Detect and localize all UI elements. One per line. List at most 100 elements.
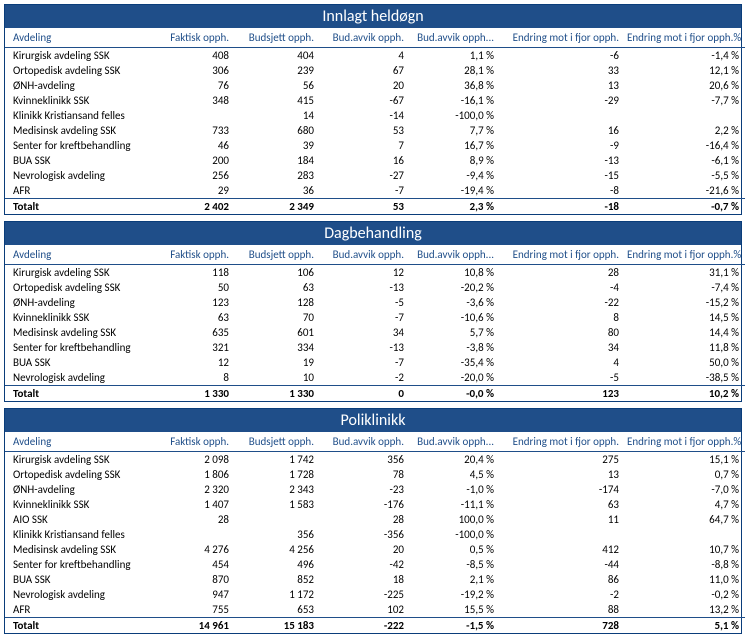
cell-value: 13,2 % bbox=[625, 602, 745, 618]
cell-value: -3,8 % bbox=[410, 340, 500, 355]
cell-value: 39 bbox=[235, 138, 320, 153]
total-value: 728 bbox=[500, 618, 625, 634]
row-label: Kvinneklinikk SSK bbox=[5, 310, 155, 325]
column-header: Faktisk opph. bbox=[155, 432, 235, 452]
cell-value: 7 bbox=[320, 138, 410, 153]
cell-value: -16,4 % bbox=[625, 138, 745, 153]
column-header: Bud.avvik opph. bbox=[320, 432, 410, 452]
total-value: 1 330 bbox=[235, 386, 320, 402]
cell-value: -67 bbox=[320, 93, 410, 108]
cell-value: 5,7 % bbox=[410, 325, 500, 340]
column-header: Endring mot i fjor opph.% bbox=[625, 245, 745, 265]
column-header: Endring mot i fjor opph.% bbox=[625, 432, 745, 452]
table-row: Kvinneklinikk SSK348415-67-16,1 %-29-7,7… bbox=[5, 93, 745, 108]
column-header: Bud.avvik opph... bbox=[410, 28, 500, 48]
row-label: Nevrologisk avdeling bbox=[5, 587, 155, 602]
cell-value: 4 bbox=[320, 48, 410, 64]
table-row: Ortopedisk avdeling SSK5063-13-20,2 %-4-… bbox=[5, 280, 745, 295]
row-label: Nevrologisk avdeling bbox=[5, 168, 155, 183]
table-row: BUA SSK870852182,1 %8611,0 % bbox=[5, 572, 745, 587]
cell-value bbox=[500, 527, 625, 542]
cell-value: -100,0 % bbox=[410, 108, 500, 123]
section-title: Poliklinikk bbox=[5, 409, 741, 432]
cell-value bbox=[235, 512, 320, 527]
cell-value: 14 bbox=[235, 108, 320, 123]
row-label: ØNH-avdeling bbox=[5, 78, 155, 93]
row-label: Medisinsk avdeling SSK bbox=[5, 123, 155, 138]
cell-value: 601 bbox=[235, 325, 320, 340]
cell-value: 28 bbox=[320, 512, 410, 527]
cell-value: -0,2 % bbox=[625, 587, 745, 602]
cell-value: 78 bbox=[320, 467, 410, 482]
column-header: Budsjett opph. bbox=[235, 432, 320, 452]
cell-value: 239 bbox=[235, 63, 320, 78]
cell-value: 4 256 bbox=[235, 542, 320, 557]
cell-value: 15,1 % bbox=[625, 452, 745, 468]
cell-value: 102 bbox=[320, 602, 410, 618]
total-value: -222 bbox=[320, 618, 410, 634]
cell-value: 7,7 % bbox=[410, 123, 500, 138]
column-header: Bud.avvik opph... bbox=[410, 432, 500, 452]
table-row: AIO SSK2828100,0 %1164,7 % bbox=[5, 512, 745, 527]
table-row: Kirurgisk avdeling SSK1181061210,8 %2831… bbox=[5, 265, 745, 281]
cell-value: 15,5 % bbox=[410, 602, 500, 618]
total-value: 2,3 % bbox=[410, 199, 500, 215]
cell-value: 20 bbox=[320, 542, 410, 557]
total-value: 14 961 bbox=[155, 618, 235, 634]
table-row: Kirurgisk avdeling SSK40840441,1 %-6-1,4… bbox=[5, 48, 745, 64]
table-row: Nevrologisk avdeling9471 172-225-19,2 %-… bbox=[5, 587, 745, 602]
cell-value: 275 bbox=[500, 452, 625, 468]
cell-value: 8,9 % bbox=[410, 153, 500, 168]
cell-value: -174 bbox=[500, 482, 625, 497]
cell-value: 67 bbox=[320, 63, 410, 78]
table-row: Ortopedisk avdeling SSK3062396728,1 %331… bbox=[5, 63, 745, 78]
row-label: Senter for kreftbehandling bbox=[5, 557, 155, 572]
table-row: AFR75565310215,5 %8813,2 % bbox=[5, 602, 745, 618]
cell-value bbox=[155, 527, 235, 542]
cell-value: 1 742 bbox=[235, 452, 320, 468]
cell-value: -20,0 % bbox=[410, 370, 500, 386]
cell-value: -225 bbox=[320, 587, 410, 602]
data-table: AvdelingFaktisk opph.Budsjett opph.Bud.a… bbox=[5, 432, 745, 633]
cell-value: -16,1 % bbox=[410, 93, 500, 108]
section-title: Innlagt heldøgn bbox=[5, 5, 741, 28]
cell-value: -13 bbox=[500, 153, 625, 168]
cell-value: -44 bbox=[500, 557, 625, 572]
total-value: 2 402 bbox=[155, 199, 235, 215]
cell-value: 0,5 % bbox=[410, 542, 500, 557]
cell-value: 415 bbox=[235, 93, 320, 108]
cell-value: 1 806 bbox=[155, 467, 235, 482]
total-value: 53 bbox=[320, 199, 410, 215]
cell-value: 76 bbox=[155, 78, 235, 93]
cell-value: 1 172 bbox=[235, 587, 320, 602]
cell-value: 50,0 % bbox=[625, 355, 745, 370]
row-label: AFR bbox=[5, 183, 155, 199]
table-row: Senter for kreftbehandling454496-42-8,5 … bbox=[5, 557, 745, 572]
cell-value: 2 343 bbox=[235, 482, 320, 497]
row-label: Nevrologisk avdeling bbox=[5, 370, 155, 386]
cell-value: -13 bbox=[320, 280, 410, 295]
cell-value: -20,2 % bbox=[410, 280, 500, 295]
cell-value: 53 bbox=[320, 123, 410, 138]
cell-value: 653 bbox=[235, 602, 320, 618]
cell-value: 14,5 % bbox=[625, 310, 745, 325]
total-row: Totalt1 3301 3300-0,0 %12310,2 % bbox=[5, 386, 745, 402]
cell-value: 46 bbox=[155, 138, 235, 153]
cell-value: -42 bbox=[320, 557, 410, 572]
column-header: Avdeling bbox=[5, 245, 155, 265]
column-header: Bud.avvik opph. bbox=[320, 28, 410, 48]
cell-value: 348 bbox=[155, 93, 235, 108]
row-label: Ortopedisk avdeling SSK bbox=[5, 280, 155, 295]
cell-value: -9 bbox=[500, 138, 625, 153]
cell-value: 18 bbox=[320, 572, 410, 587]
cell-value: 28,1 % bbox=[410, 63, 500, 78]
column-header: Endring mot i fjor opph. bbox=[500, 432, 625, 452]
cell-value: -7,0 % bbox=[625, 482, 745, 497]
cell-value: 4 bbox=[500, 355, 625, 370]
cell-value: 12 bbox=[155, 355, 235, 370]
table-row: ØNH-avdeling76562036,8 %1320,6 % bbox=[5, 78, 745, 93]
cell-value: 404 bbox=[235, 48, 320, 64]
cell-value: -7 bbox=[320, 355, 410, 370]
cell-value: 19 bbox=[235, 355, 320, 370]
row-label: Kirurgisk avdeling SSK bbox=[5, 452, 155, 468]
